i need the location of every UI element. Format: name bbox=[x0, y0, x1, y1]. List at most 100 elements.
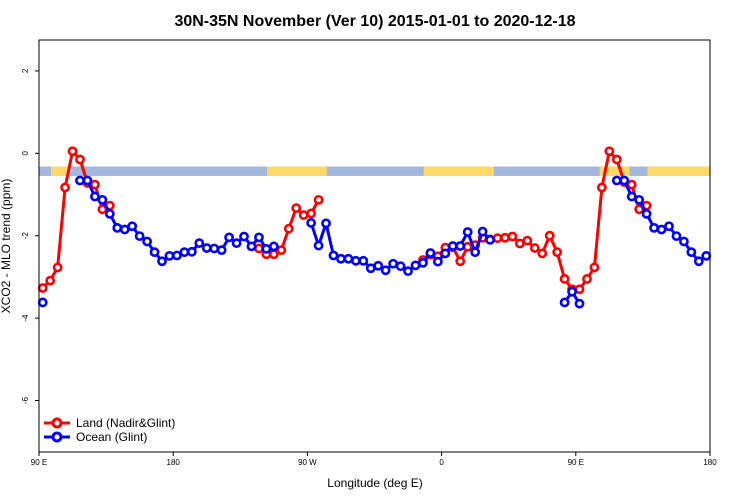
land-data-point bbox=[626, 179, 637, 190]
ocean-data-point bbox=[462, 227, 473, 237]
ocean-data-point bbox=[686, 247, 697, 258]
ocean-data-point bbox=[701, 250, 712, 261]
ocean-data-point bbox=[97, 194, 108, 205]
ocean-data-point bbox=[679, 236, 689, 247]
ocean-data-point bbox=[365, 263, 376, 274]
land-band-segment bbox=[267, 166, 327, 176]
ocean-data-point bbox=[432, 256, 443, 267]
ocean-series-line bbox=[80, 178, 275, 263]
land-data-point bbox=[67, 146, 78, 157]
ocean-data-point bbox=[313, 240, 324, 251]
land-data-point bbox=[529, 243, 540, 253]
y-tick-label: -4 bbox=[21, 314, 30, 322]
land-data-point bbox=[45, 275, 56, 286]
land-data-point bbox=[90, 179, 100, 190]
ocean-data-point bbox=[626, 191, 637, 202]
legend-marker-ocean bbox=[51, 431, 63, 443]
y-tick-label: 0 bbox=[21, 151, 30, 156]
land-data-point bbox=[596, 182, 607, 193]
plot-frame bbox=[38, 39, 711, 453]
land-data-point bbox=[313, 194, 324, 205]
ocean-data-point bbox=[90, 191, 100, 202]
ocean-data-point bbox=[611, 175, 622, 186]
ocean-data-point bbox=[693, 256, 704, 267]
land-data-point bbox=[537, 248, 548, 259]
land-data-point bbox=[611, 154, 622, 165]
land-data-point bbox=[492, 233, 503, 244]
ocean-data-point bbox=[134, 231, 145, 242]
ocean-data-point bbox=[388, 258, 399, 269]
ocean-data-point bbox=[664, 221, 674, 232]
ocean-data-point bbox=[671, 231, 682, 242]
y-axis-label: XCO2 - MLO trend (ppm) bbox=[0, 179, 13, 314]
x-axis-label: Longitude (deg E) bbox=[327, 476, 422, 490]
land-data-point bbox=[52, 262, 63, 273]
x-tick-label: 90 E bbox=[31, 458, 47, 467]
ocean-data-point bbox=[82, 175, 93, 186]
y-tick-label: -2 bbox=[21, 232, 30, 240]
y-axis: 2 0 -2 -4 -6 bbox=[21, 68, 39, 404]
ocean-data-point bbox=[104, 208, 115, 219]
ocean-data-point bbox=[201, 243, 212, 253]
land-data-point bbox=[283, 223, 294, 234]
ocean-data-point bbox=[477, 226, 488, 237]
ocean-data-point bbox=[380, 265, 391, 276]
ocean-data-point bbox=[559, 297, 570, 308]
x-tick-label: 180 bbox=[703, 458, 717, 467]
ocean-data-point bbox=[328, 250, 339, 261]
ocean-data-point bbox=[186, 246, 197, 257]
ocean-data-point bbox=[142, 236, 153, 247]
ocean-data-point bbox=[254, 232, 264, 243]
ocean-data-point bbox=[112, 222, 123, 233]
land-data-point bbox=[589, 262, 600, 273]
land-band-segment bbox=[423, 166, 494, 176]
ocean-data-point bbox=[455, 241, 466, 251]
land-band-segment bbox=[599, 166, 630, 176]
ocean-data-point bbox=[425, 248, 436, 258]
ocean-data-point bbox=[231, 238, 242, 249]
land-data-point bbox=[559, 274, 570, 284]
x-tick-label: 180 bbox=[167, 458, 181, 467]
ocean-data-point bbox=[224, 232, 235, 243]
y-tick-label: -6 bbox=[21, 396, 30, 404]
ocean-data-point bbox=[343, 253, 354, 264]
land-data-point bbox=[75, 154, 85, 165]
legend-label-land: Land (Nadir&Glint) bbox=[76, 416, 175, 430]
x-tick-label: 90 W bbox=[298, 458, 317, 467]
land-data-point bbox=[455, 256, 466, 267]
land-data-point bbox=[268, 249, 279, 260]
land-data-point bbox=[254, 243, 264, 254]
ocean-data-point bbox=[306, 218, 317, 228]
land-data-point bbox=[522, 235, 533, 246]
land-data-point bbox=[306, 208, 317, 219]
ocean-data-point bbox=[485, 234, 495, 245]
land-data-point bbox=[500, 232, 510, 243]
ocean-data-point bbox=[440, 248, 451, 259]
ocean-data-point bbox=[350, 255, 361, 266]
ocean-data-point bbox=[157, 256, 167, 267]
land-data-point bbox=[37, 283, 48, 293]
x-tick-label: 90 E bbox=[568, 458, 584, 467]
ocean-data-point bbox=[395, 261, 406, 272]
ocean-data-point bbox=[634, 194, 645, 205]
land-band-segment bbox=[647, 166, 710, 176]
ocean-data-point bbox=[246, 241, 257, 252]
x-axis: 90 E 180 90 W 0 90 E 180 bbox=[31, 452, 717, 467]
ocean-data-point bbox=[403, 266, 413, 277]
ocean-band bbox=[39, 166, 710, 176]
land-data-point bbox=[462, 241, 473, 252]
chart-title: 30N-35N November (Ver 10) 2015-01-01 to … bbox=[174, 13, 575, 30]
surface-band bbox=[39, 166, 710, 176]
ocean-data-point bbox=[641, 208, 652, 219]
legend: Land (Nadir&Glint) Ocean (Glint) bbox=[44, 416, 175, 444]
ocean-data-point bbox=[336, 253, 346, 264]
ocean-data-point bbox=[179, 247, 190, 258]
land-data-point bbox=[276, 245, 287, 256]
ocean-data-point bbox=[656, 224, 667, 235]
land-data-point bbox=[582, 274, 592, 284]
land-data-point bbox=[291, 203, 302, 213]
ocean-data-point bbox=[619, 175, 630, 186]
ocean-data-point bbox=[358, 255, 369, 266]
land-data-point bbox=[574, 284, 585, 295]
ocean-data-point bbox=[172, 250, 182, 261]
